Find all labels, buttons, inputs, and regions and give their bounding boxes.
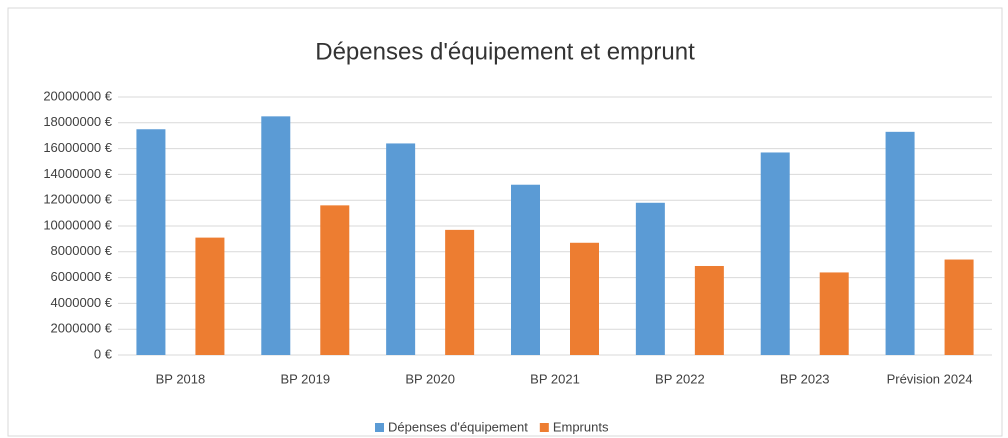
legend-swatch (375, 423, 384, 432)
bar (445, 229, 475, 355)
y-tick-label: 2000000 € (51, 321, 113, 336)
chart-border (7, 7, 1003, 437)
x-tick-label: BP 2022 (655, 371, 705, 386)
legend-label: Emprunts (553, 419, 609, 434)
bar (885, 131, 915, 355)
x-tick-label: BP 2018 (156, 371, 206, 386)
bar (320, 205, 350, 355)
x-tick-label: BP 2023 (780, 371, 830, 386)
bar (195, 237, 225, 355)
x-tick-label: BP 2020 (405, 371, 455, 386)
bar (511, 184, 540, 355)
legend-label: Dépenses d'équipement (388, 419, 528, 434)
bar (635, 202, 665, 355)
bar (760, 152, 790, 355)
y-tick-label: 18000000 € (43, 114, 112, 129)
legend-swatch (539, 423, 549, 432)
y-tick-label: 4000000 € (51, 295, 113, 310)
x-tick-label: BP 2021 (530, 371, 580, 386)
y-tick-label: 8000000 € (51, 243, 113, 258)
bar (694, 265, 724, 355)
bar (944, 259, 974, 355)
chart-title: Dépenses d'équipement et emprunt (315, 38, 695, 65)
y-tick-label: 16000000 € (43, 140, 112, 155)
y-tick-label: 10000000 € (43, 217, 112, 232)
y-tick-label: 0 € (94, 346, 113, 361)
x-tick-label: BP 2019 (280, 371, 330, 386)
bar (386, 143, 416, 355)
y-tick-label: 6000000 € (51, 269, 113, 284)
bar (261, 116, 291, 355)
bar (570, 242, 599, 355)
y-tick-label: 12000000 € (43, 192, 112, 207)
x-tick-label: Prévision 2024 (887, 371, 973, 386)
bar (136, 129, 166, 355)
bar (819, 272, 849, 355)
y-tick-label: 14000000 € (43, 166, 112, 181)
y-tick-label: 20000000 € (43, 88, 112, 103)
